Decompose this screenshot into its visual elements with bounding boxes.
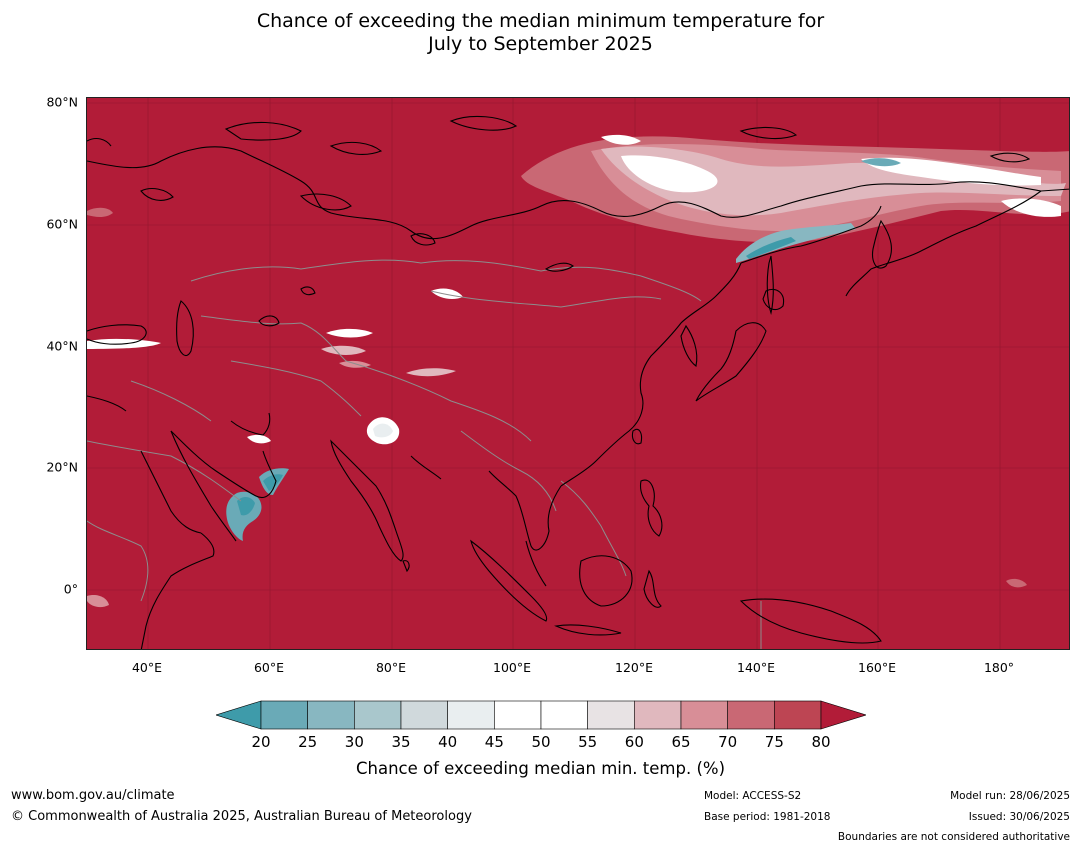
lon-label-80e: 80°E	[375, 660, 407, 675]
map-title-line2: July to September 2025	[428, 33, 653, 55]
colorbar-segment	[447, 700, 495, 730]
map-canvas	[87, 98, 1069, 649]
colorbar-tick-label: 50	[531, 733, 551, 751]
footer-model-run: Model run: 28/06/2025	[950, 790, 1070, 802]
lon-label-60e: 60°E	[253, 660, 285, 675]
coastlines	[87, 115, 1069, 649]
graticule	[87, 98, 1069, 649]
lon-label-160e: 160°E	[857, 660, 897, 675]
colorbar	[216, 700, 866, 730]
footer-base-period: Base period: 1981-2018	[704, 811, 831, 823]
lon-label-100e: 100°E	[492, 660, 532, 675]
colorbar-segment	[540, 700, 588, 730]
colorbar-tick-label: 40	[438, 733, 458, 751]
lon-label-40e: 40°E	[131, 660, 163, 675]
map-title-line1: Chance of exceeding the median minimum t…	[256, 10, 825, 32]
colorbar-tick-label: 60	[624, 733, 644, 751]
colorbar-tick-label: 80	[811, 733, 831, 751]
colorbar-extend-high	[820, 700, 866, 730]
colorbar-segment	[634, 700, 682, 730]
colorbar-tick-label: 55	[578, 733, 598, 751]
lat-label-20n: 20°N	[46, 459, 78, 475]
colorbar-tick-label: 25	[298, 733, 318, 751]
footer-copyright: © Commonwealth of Australia 2025, Austra…	[11, 809, 472, 824]
colorbar-segments	[216, 700, 866, 730]
footer-issued: Issued: 30/06/2025	[968, 811, 1070, 823]
colorbar-segment	[587, 700, 635, 730]
colorbar-segment	[354, 700, 402, 730]
footer-website[interactable]: www.bom.gov.au/climate	[11, 788, 175, 803]
colorbar-label: Chance of exceeding median min. temp. (%…	[355, 759, 726, 778]
map-title: Chance of exceeding the median minimum t…	[0, 10, 1081, 56]
colorbar-segment	[400, 700, 448, 730]
colorbar-tick-label: 30	[344, 733, 364, 751]
country-boundaries	[87, 259, 762, 649]
map-panel	[86, 97, 1070, 650]
lat-label-60n: 60°N	[46, 216, 78, 232]
anomaly-patches	[87, 134, 1069, 608]
footer-disclaimer: Boundaries are not considered authoritat…	[837, 831, 1070, 843]
colorbar-tick-label: 65	[671, 733, 691, 751]
colorbar-tick-label: 45	[484, 733, 504, 751]
lat-label-0: 0°	[63, 581, 78, 597]
lon-label-180: 180°	[983, 660, 1015, 675]
footer-model: Model: ACCESS-S2	[704, 790, 802, 802]
colorbar-extend-low	[216, 700, 262, 730]
colorbar-tick-label: 35	[391, 733, 411, 751]
colorbar-segment	[774, 700, 822, 730]
colorbar-tick-label: 20	[251, 733, 271, 751]
colorbar-segment	[260, 700, 308, 730]
lat-label-40n: 40°N	[46, 338, 78, 354]
lon-label-120e: 120°E	[614, 660, 654, 675]
colorbar-segment	[307, 700, 355, 730]
lon-label-140e: 140°E	[736, 660, 776, 675]
lat-label-80n: 80°N	[46, 94, 78, 110]
colorbar-segment	[494, 700, 542, 730]
colorbar-tick-label: 75	[764, 733, 784, 751]
colorbar-segment	[680, 700, 728, 730]
colorbar-tick-label: 70	[718, 733, 738, 751]
colorbar-segment	[727, 700, 775, 730]
